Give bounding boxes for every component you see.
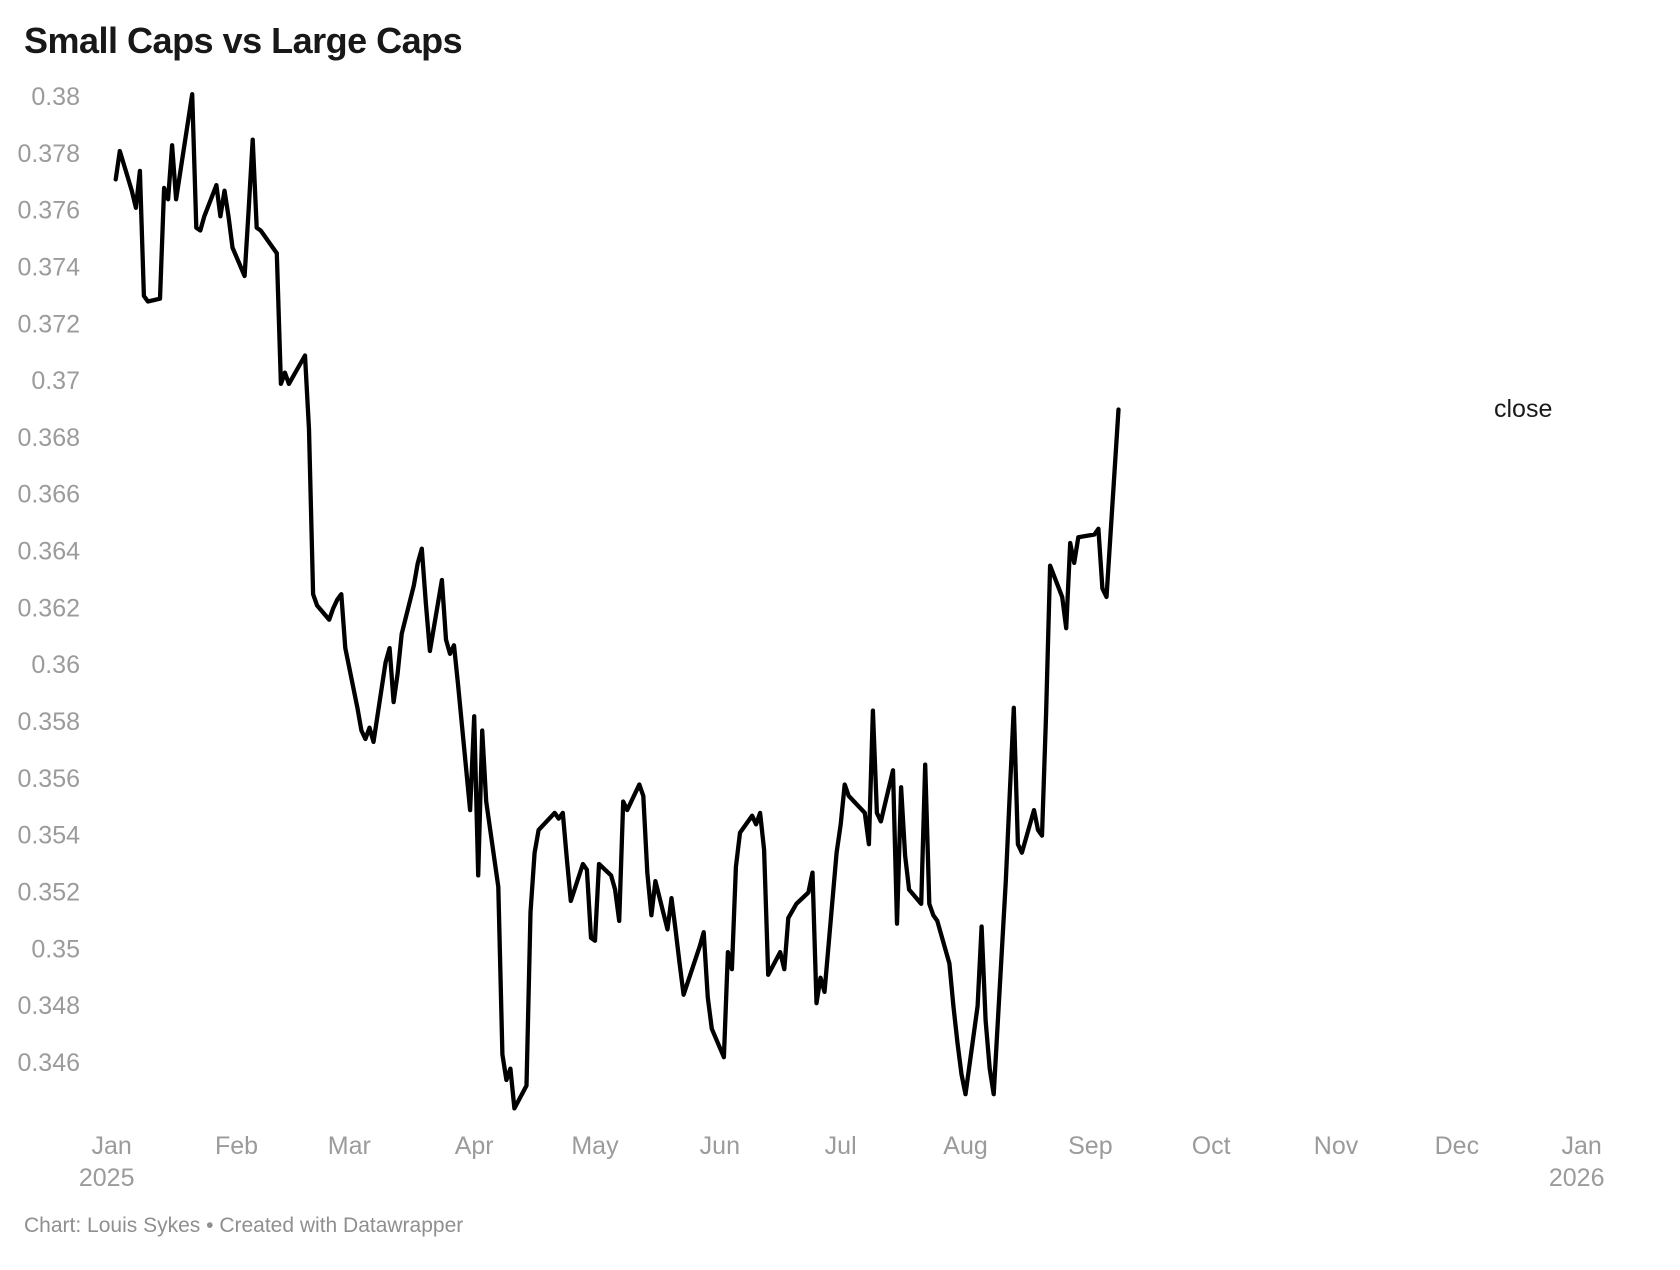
- x-axis-tick-label: Mar: [328, 1132, 371, 1160]
- y-axis-tick-label: 0.35: [31, 935, 80, 963]
- y-axis-tick-label: 0.372: [17, 310, 80, 338]
- x-axis-tick-label: Jan: [92, 1132, 132, 1160]
- y-axis-tick-label: 0.38: [31, 83, 80, 111]
- attribution-separator: •: [206, 1214, 214, 1237]
- y-axis-tick-label: 0.37: [31, 367, 80, 395]
- y-axis-tick-label: 0.352: [17, 878, 80, 906]
- y-axis-tick-label: 0.374: [17, 253, 80, 281]
- x-axis-year-label: 2025: [79, 1164, 135, 1192]
- x-axis-tick-label: Jul: [825, 1132, 857, 1160]
- y-axis-tick-label: 0.364: [17, 538, 80, 566]
- y-axis-tick-label: 0.354: [17, 822, 80, 850]
- x-axis-tick-label: Nov: [1314, 1132, 1359, 1160]
- x-axis-tick-label: May: [571, 1132, 619, 1160]
- attribution-credit[interactable]: Created with Datawrapper: [219, 1214, 464, 1237]
- y-axis-tick-label: 0.358: [17, 708, 80, 736]
- y-axis-tick-label: 0.376: [17, 197, 80, 225]
- y-axis-tick-label: 0.36: [31, 651, 80, 679]
- y-axis-tick-label: 0.366: [17, 481, 80, 509]
- x-axis-tick-label: Feb: [215, 1132, 258, 1160]
- x-axis-tick-label: Apr: [455, 1132, 494, 1160]
- y-axis-tick-label: 0.378: [17, 140, 80, 168]
- close-series-line: [113, 92, 1121, 1111]
- y-axis-tick-label: 0.348: [17, 992, 80, 1020]
- x-axis-year-label: 2026: [1549, 1164, 1605, 1192]
- attribution-label: Chart:: [24, 1214, 82, 1237]
- series-label-close: close: [1494, 395, 1553, 424]
- x-axis-tick-label: Sep: [1068, 1132, 1112, 1160]
- x-axis-tick-label: Jan: [1562, 1132, 1602, 1160]
- x-axis-tick-label: Oct: [1192, 1132, 1231, 1160]
- y-axis-tick-label: 0.368: [17, 424, 80, 452]
- x-axis-tick-label: Jun: [700, 1132, 740, 1160]
- y-axis-tick-label: 0.346: [17, 1049, 80, 1077]
- x-axis-tick-label: Aug: [943, 1132, 987, 1160]
- x-axis-tick-label: Dec: [1435, 1132, 1479, 1160]
- page-title: Small Caps vs Large Caps: [24, 20, 463, 61]
- attribution-author: Louis Sykes: [87, 1214, 201, 1237]
- attribution: Chart: Louis Sykes • Created with Datawr…: [24, 1214, 463, 1238]
- y-axis-tick-label: 0.362: [17, 594, 80, 622]
- y-axis-tick-label: 0.356: [17, 765, 80, 793]
